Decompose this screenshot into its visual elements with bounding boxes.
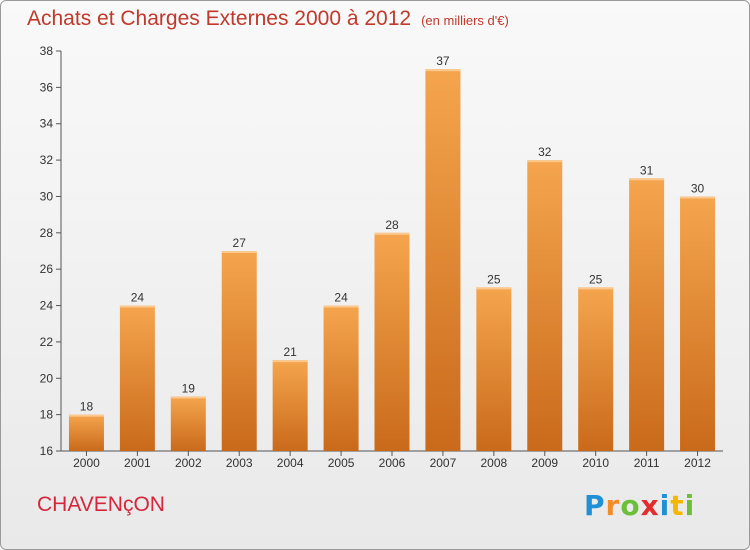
bar [170,396,206,451]
data-label: 24 [131,291,145,305]
bar [527,160,563,451]
y-tick-label: 30 [40,189,54,203]
y-tick-label: 36 [40,80,54,94]
data-label: 27 [233,236,247,250]
commune-name: CHAVENçON [37,493,165,516]
x-tick-label: 2011 [634,456,660,470]
bar [272,360,308,451]
bar-top-highlight [323,305,359,308]
chart-title-text: Achats et Charges Externes 2000 à 2012 [27,7,412,30]
y-tick-label: 38 [40,44,54,58]
x-tick-label: 2004 [277,456,304,470]
logo-letter: r [605,489,621,522]
x-tick-label: 2009 [531,456,558,470]
logo-letter: t [670,489,685,522]
data-label: 32 [538,145,552,159]
logo-letter: i [659,489,671,522]
bar-top-highlight [629,178,665,181]
logo-letter: i [684,489,696,522]
proxiti-logo: Proxiti [584,489,695,522]
logo-letter: o [620,489,641,522]
bar-top-highlight [272,360,308,363]
data-label: 28 [385,218,399,232]
bar [680,196,716,451]
bar-top-highlight [68,414,104,417]
y-tick-label: 18 [40,408,54,422]
y-tick-label: 16 [40,444,54,458]
x-tick-label: 2005 [328,456,355,470]
y-tick-label: 22 [40,335,54,349]
bar-top-highlight [680,196,716,199]
bars [68,69,716,452]
bar-top-highlight [374,232,410,235]
bar [68,414,104,451]
bar [221,251,257,451]
x-tick-label: 2010 [582,456,609,470]
data-label: 25 [487,272,501,286]
data-label: 31 [640,163,654,177]
data-label: 21 [283,345,297,359]
bar [119,305,155,451]
bar-top-highlight [476,287,512,290]
y-tick-label: 32 [40,153,54,167]
bar-top-highlight [425,69,461,72]
x-tick-label: 2000 [73,456,100,470]
bar [578,287,614,451]
x-tick-label: 2003 [226,456,253,470]
bar [374,232,410,451]
y-tick-label: 24 [40,299,54,313]
bar-top-highlight [221,251,257,253]
x-tick-label: 2008 [480,456,507,470]
x-tick-label: 2007 [430,456,457,470]
bar [323,305,359,451]
data-label: 37 [436,54,450,68]
x-tick-label: 2001 [124,456,151,470]
x-tick-label: 2002 [175,456,202,470]
bar-top-highlight [119,305,155,308]
chart-unit: (en milliers d'€) [421,13,509,28]
y-tick-label: 20 [40,371,54,385]
data-label: 30 [691,181,705,195]
data-label: 24 [334,291,348,305]
bar [425,69,461,451]
chart-title: Achats et Charges Externes 2000 à 2012 (e… [27,7,509,31]
bar [629,178,665,452]
data-label: 19 [182,381,196,395]
y-tick-label: 28 [40,226,54,240]
bar [476,287,512,451]
data-labels: 18 24 19 27 21 24 28 37 25 32 25 31 30 [80,54,705,413]
bar-top-highlight [170,396,206,399]
y-tick-label: 26 [40,262,54,276]
bar-top-highlight [578,287,614,290]
bar-top-highlight [527,160,563,163]
data-label: 25 [589,272,603,286]
x-tick-label: 2006 [379,456,406,470]
logo-letter: P [584,489,606,522]
logo-letter: x [640,489,660,522]
x-tick-label: 2012 [684,456,711,470]
y-tick-label: 34 [40,117,54,131]
data-label: 18 [80,400,94,414]
